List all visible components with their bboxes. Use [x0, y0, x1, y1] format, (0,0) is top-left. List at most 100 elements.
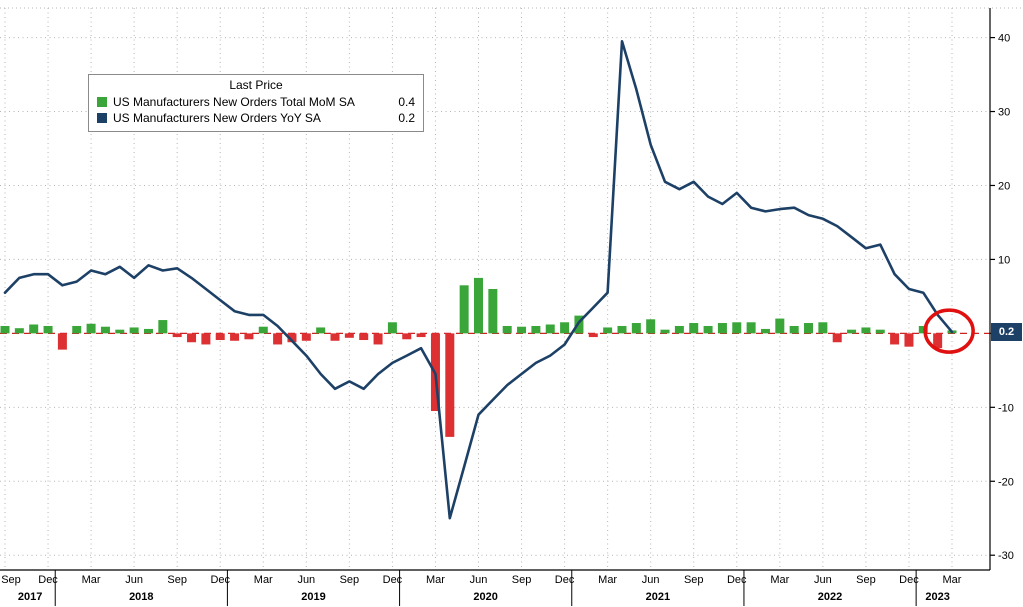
x-axis-year-label: 2021	[646, 591, 670, 603]
mom-bar	[588, 333, 598, 338]
mom-bar	[502, 325, 512, 334]
x-axis-year-label: 2023	[925, 591, 949, 603]
mom-bar	[201, 333, 211, 345]
mom-bar	[890, 333, 900, 345]
mom-bar	[402, 333, 412, 340]
mom-bar	[603, 327, 613, 334]
mom-bar	[215, 333, 225, 341]
x-axis-month-label: Jun	[470, 574, 488, 586]
mom-bar	[230, 333, 240, 341]
mom-bar	[545, 324, 555, 334]
y-axis-label: 40	[998, 33, 1010, 45]
mom-bar	[459, 285, 469, 334]
mom-bar	[143, 328, 153, 334]
mom-bar	[531, 325, 541, 334]
x-axis-month-label: Sep	[340, 574, 360, 586]
mom-bar	[0, 325, 10, 334]
last-price-badge: 0.2	[991, 322, 1022, 341]
x-axis-month-label: Sep	[856, 574, 876, 586]
mom-series-label: US Manufacturers New Orders Total MoM SA	[113, 95, 355, 109]
mom-bar	[100, 326, 110, 334]
x-axis-month-label: Jun	[297, 574, 315, 586]
mom-bar	[416, 333, 426, 338]
x-axis-month-label: Mar	[943, 574, 962, 586]
mom-bar	[746, 322, 756, 334]
x-axis-month-label: Mar	[426, 574, 445, 586]
mom-bar	[172, 333, 182, 338]
x-axis-year-label: 2019	[301, 591, 325, 603]
mom-bar	[488, 289, 498, 334]
x-axis-month-label: Jun	[642, 574, 660, 586]
x-axis-year-label: 2018	[129, 591, 153, 603]
x-axis-month-label: Dec	[727, 574, 747, 586]
x-axis-month-label: Dec	[210, 574, 230, 586]
mom-bar	[115, 329, 125, 334]
mom-bar	[330, 333, 340, 341]
mom-bar	[918, 325, 928, 334]
mom-bar	[804, 323, 814, 334]
x-axis-month-label: Dec	[899, 574, 919, 586]
mom-bar	[14, 328, 24, 334]
mom-bar	[474, 277, 483, 334]
mom-bar	[316, 327, 326, 334]
mom-bar	[861, 327, 871, 334]
x-axis-month-label: Sep	[512, 574, 532, 586]
mom-series-swatch	[97, 97, 107, 107]
x-axis-month-label: Jun	[814, 574, 832, 586]
mom-bar	[29, 324, 39, 334]
x-axis-year-label: 2020	[473, 591, 497, 603]
mom-bar	[875, 329, 885, 334]
mom-bar	[158, 320, 168, 334]
legend: Last Price US Manufacturers New Orders T…	[88, 74, 424, 132]
mom-bar	[373, 333, 383, 345]
x-axis-year-label: 2017	[18, 591, 42, 603]
annotation-circle	[923, 308, 975, 354]
yoy-series-label: US Manufacturers New Orders YoY SA	[113, 111, 321, 125]
yoy-series-swatch	[97, 113, 107, 123]
x-axis-month-label: Sep	[684, 574, 704, 586]
yoy-series-value: 0.2	[398, 111, 415, 125]
mom-bar	[674, 325, 684, 334]
y-axis-label: 10	[998, 254, 1010, 266]
mom-bar	[445, 333, 455, 437]
mom-bar	[818, 322, 828, 334]
x-axis-month-label: Mar	[82, 574, 101, 586]
mom-bar	[631, 323, 641, 334]
mom-bar	[258, 326, 268, 334]
mom-bar	[301, 333, 311, 341]
legend-title: Last Price	[229, 78, 283, 92]
x-axis-month-label: Dec	[555, 574, 575, 586]
x-axis-month-label: Mar	[770, 574, 789, 586]
mom-bar	[72, 325, 82, 334]
mom-bar	[57, 333, 67, 350]
y-axis-label: 20	[998, 180, 1010, 192]
x-axis-month-label: Mar	[254, 574, 273, 586]
mom-bar	[703, 325, 713, 334]
mom-bar	[86, 323, 96, 334]
mom-bar	[689, 323, 699, 334]
mom-bar	[847, 329, 857, 334]
mom-bar	[832, 333, 842, 343]
mom-bar	[789, 325, 799, 334]
mom-bar	[904, 333, 914, 347]
x-axis-month-label: Mar	[598, 574, 617, 586]
mom-bar	[732, 322, 742, 334]
mom-bar	[717, 323, 727, 334]
y-axis-label: -10	[998, 402, 1014, 414]
mom-bar	[359, 333, 369, 341]
legend-row-mom: US Manufacturers New Orders Total MoM SA…	[97, 94, 415, 110]
mom-bar	[646, 319, 656, 334]
mom-series-value: 0.4	[398, 95, 415, 109]
x-axis-month-label: Dec	[38, 574, 58, 586]
mom-bar	[933, 333, 943, 349]
mom-bar	[129, 327, 139, 334]
legend-row-yoy: US Manufacturers New Orders YoY SA 0.2	[97, 110, 415, 126]
x-axis-month-label: Dec	[383, 574, 403, 586]
mom-bar	[517, 326, 527, 334]
yoy-line	[3, 40, 954, 520]
mom-bar	[760, 328, 770, 334]
mom-bar	[344, 333, 354, 338]
x-axis-month-label: Sep	[1, 574, 21, 586]
